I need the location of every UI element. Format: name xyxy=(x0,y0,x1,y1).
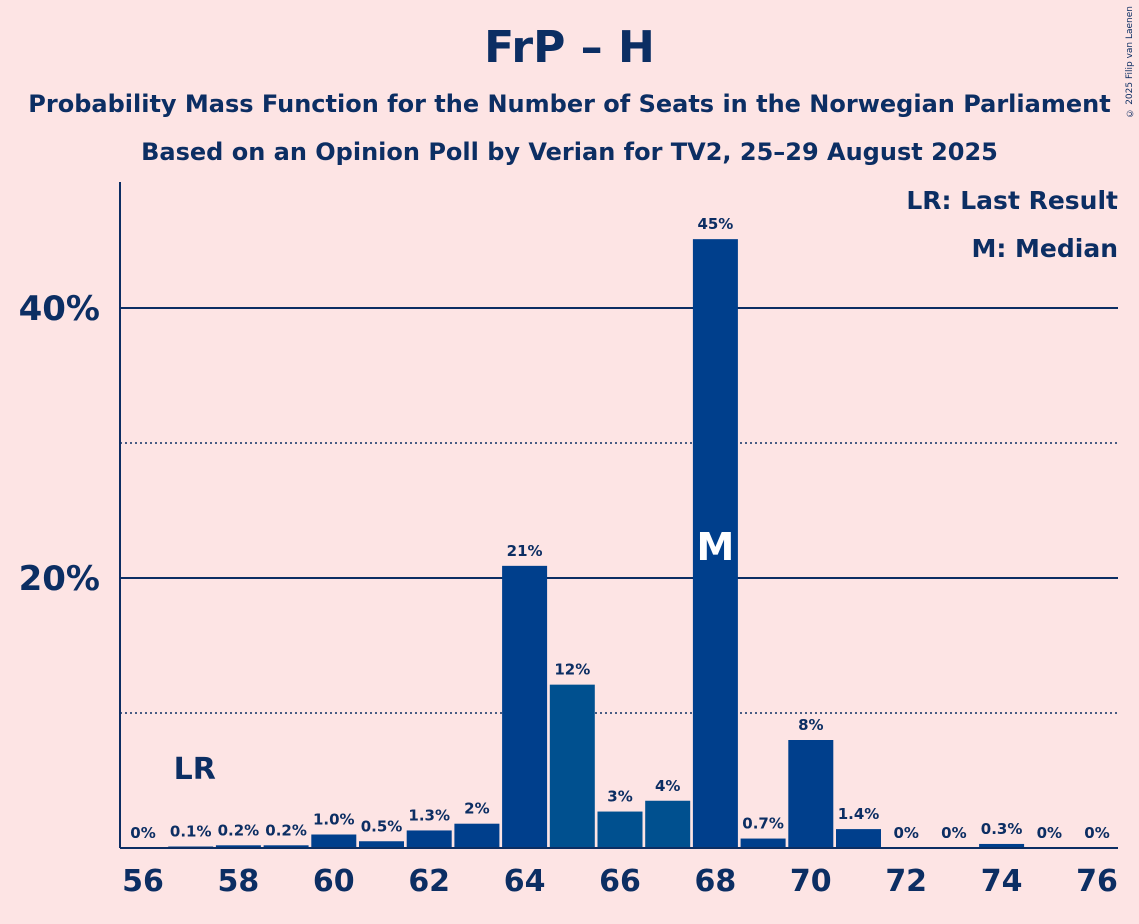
y-tick-20: 20% xyxy=(19,559,100,599)
x-tick-56: 56 xyxy=(122,864,164,899)
x-tick-68: 68 xyxy=(695,864,737,899)
chart-subtitle-poll: Based on an Opinion Poll by Verian for T… xyxy=(141,138,998,166)
bar-label-seat-61: 0.5% xyxy=(361,817,403,835)
bar-label-seat-62: 1.3% xyxy=(408,806,450,824)
bar-label-seat-56: 0% xyxy=(130,824,155,842)
bar-label-seat-65: 12% xyxy=(554,661,590,679)
last-result-marker: LR xyxy=(174,752,216,787)
x-tick-60: 60 xyxy=(313,864,355,899)
bar-seat-66 xyxy=(597,811,643,848)
chart-title: FrP – H xyxy=(484,22,655,73)
tick-labels: 20% 40% 56 58 60 62 64 66 68 70 72 74 76 xyxy=(19,289,1118,899)
bar-label-seat-59: 0.2% xyxy=(265,821,307,839)
bar-seat-64 xyxy=(502,565,548,848)
bar-label-seat-69: 0.7% xyxy=(742,815,784,833)
bar-seat-63 xyxy=(454,823,500,848)
x-tick-64: 64 xyxy=(504,864,546,899)
bar-label-seat-74: 0.3% xyxy=(981,820,1023,838)
bar-seat-67 xyxy=(645,800,691,848)
x-tick-58: 58 xyxy=(218,864,260,899)
x-tick-76: 76 xyxy=(1076,864,1118,899)
bar-label-seat-73: 0% xyxy=(941,824,966,842)
bar-label-seat-64: 21% xyxy=(507,542,543,560)
bar-label-seat-75: 0% xyxy=(1037,824,1062,842)
y-tick-40: 40% xyxy=(19,289,100,329)
bar-label-seat-60: 1.0% xyxy=(313,811,355,829)
bar-seat-62 xyxy=(406,830,452,848)
x-tick-72: 72 xyxy=(885,864,927,899)
bar-seat-59 xyxy=(263,845,309,848)
bar-seat-65 xyxy=(549,684,595,848)
x-tick-62: 62 xyxy=(408,864,450,899)
bar-seat-70 xyxy=(788,740,834,848)
bar-seat-68 xyxy=(692,239,738,848)
legend-median: M: Median xyxy=(971,234,1118,263)
bar-seat-69 xyxy=(740,838,786,848)
bar-label-seat-67: 4% xyxy=(655,777,680,795)
bar-label-seat-76: 0% xyxy=(1084,824,1109,842)
x-tick-66: 66 xyxy=(599,864,641,899)
bar-seat-58 xyxy=(215,845,261,848)
median-marker: M xyxy=(696,525,734,569)
x-tick-70: 70 xyxy=(790,864,832,899)
bar-label-seat-66: 3% xyxy=(607,788,632,806)
bars xyxy=(168,239,1025,848)
bar-label-seat-57: 0.1% xyxy=(170,823,212,841)
bar-label-seat-71: 1.4% xyxy=(838,805,880,823)
bar-label-seat-68: 45% xyxy=(697,215,733,233)
bar-label-seat-63: 2% xyxy=(464,800,489,818)
grid-lines xyxy=(120,307,1118,714)
bar-label-seat-58: 0.2% xyxy=(218,821,260,839)
legend-last-result: LR: Last Result xyxy=(906,186,1118,215)
bar-seat-74 xyxy=(979,843,1025,848)
axes xyxy=(119,182,1118,849)
chart-subtitle: Probability Mass Function for the Number… xyxy=(28,90,1111,118)
x-tick-74: 74 xyxy=(981,864,1023,899)
annotations: M LR xyxy=(174,525,735,787)
bar-label-seat-72: 0% xyxy=(893,824,918,842)
bar-labels: 0% 0.1% 0.2% 0.2% 1.0% 0.5% 1.3% 2% 21% 12% 3% 4% 45… xyxy=(130,215,1109,842)
bar-seat-61 xyxy=(359,841,404,848)
bar-seat-71 xyxy=(836,829,881,848)
bar-seat-60 xyxy=(311,834,357,848)
bar-label-seat-70: 8% xyxy=(798,716,823,734)
